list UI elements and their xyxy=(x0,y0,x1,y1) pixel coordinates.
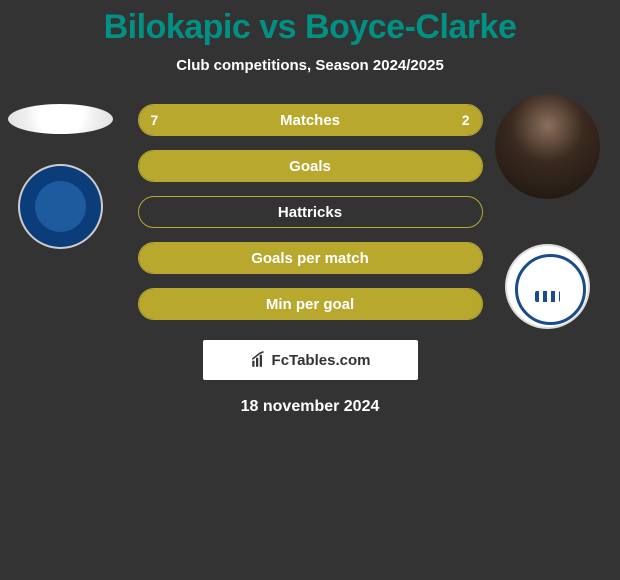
brand-text: FcTables.com xyxy=(272,352,371,369)
stat-bar: Matches 7 2 xyxy=(138,104,483,136)
bar-value-right: 2 xyxy=(462,112,470,128)
bar-label: Goals per match xyxy=(251,250,369,267)
bar-label: Hattricks xyxy=(278,204,342,221)
club-left-badge xyxy=(18,164,103,249)
subtitle: Club competitions, Season 2024/2025 xyxy=(0,57,620,74)
chart-icon xyxy=(250,351,268,369)
bar-label: Min per goal xyxy=(266,296,354,313)
vs-text: vs xyxy=(259,8,296,46)
player-left-avatar xyxy=(8,104,113,134)
stat-bar: Min per goal xyxy=(138,288,483,320)
date-text: 18 november 2024 xyxy=(0,398,620,416)
stat-bar: Goals xyxy=(138,150,483,182)
stat-bar: Hattricks xyxy=(138,196,483,228)
bar-label: Matches xyxy=(280,112,340,129)
bar-value-left: 7 xyxy=(151,112,159,128)
comparison-title: Bilokapic vs Boyce-Clarke xyxy=(0,0,620,47)
brand-footer: FcTables.com xyxy=(203,340,418,380)
player-right-name: Boyce-Clarke xyxy=(305,8,516,46)
player-right-avatar xyxy=(495,94,600,199)
stat-bar: Goals per match xyxy=(138,242,483,274)
stat-bars: Matches 7 2 Goals Hattricks Goals per match Mi… xyxy=(138,104,483,320)
bar-label: Goals xyxy=(289,158,331,175)
player-left-name: Bilokapic xyxy=(104,8,251,46)
comparison-panel: Matches 7 2 Goals Hattricks Goals per match Mi… xyxy=(0,104,620,416)
club-right-badge xyxy=(505,244,590,329)
bar-fill-left xyxy=(139,105,403,135)
